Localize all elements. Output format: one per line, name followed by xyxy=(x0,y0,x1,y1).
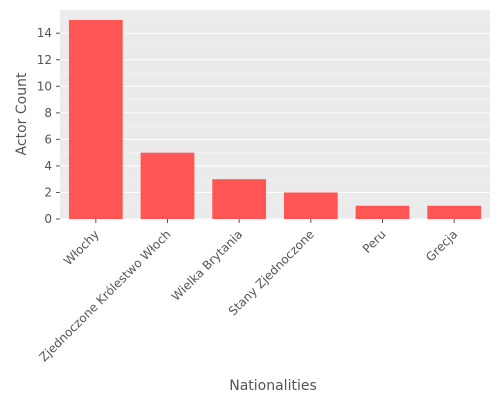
x-axis-title: Nationalities xyxy=(229,378,317,394)
x-tick-label: Wielka Brytania xyxy=(169,227,246,304)
y-tick-label: 4 xyxy=(44,159,52,173)
y-tick-label: 2 xyxy=(44,185,52,199)
y-tick-label: 14 xyxy=(37,26,52,40)
x-tick-label: Peru xyxy=(360,227,389,256)
y-axis-title: Actor Count xyxy=(14,72,30,155)
plot-background xyxy=(60,10,490,219)
y-tick-label: 12 xyxy=(37,53,52,67)
bar xyxy=(68,19,123,220)
bar xyxy=(355,205,410,219)
x-tick-label: Zjednoczone Królestwo Włoch xyxy=(37,227,174,364)
bars xyxy=(68,19,482,220)
x-tick-label: Włochy xyxy=(61,227,102,268)
y-tick-label: 8 xyxy=(44,106,52,120)
y-axis-ticks: 0 2 4 6 8 10 12 14 xyxy=(37,26,60,226)
y-tick-label: 6 xyxy=(44,132,52,146)
x-tick-label: Grecja xyxy=(423,227,460,264)
y-tick-label: 10 xyxy=(37,79,52,93)
bar xyxy=(140,152,195,219)
bar xyxy=(283,192,338,219)
y-tick-label: 0 xyxy=(44,212,52,226)
bar xyxy=(427,205,482,219)
bar xyxy=(212,179,267,219)
gridlines xyxy=(60,19,490,220)
